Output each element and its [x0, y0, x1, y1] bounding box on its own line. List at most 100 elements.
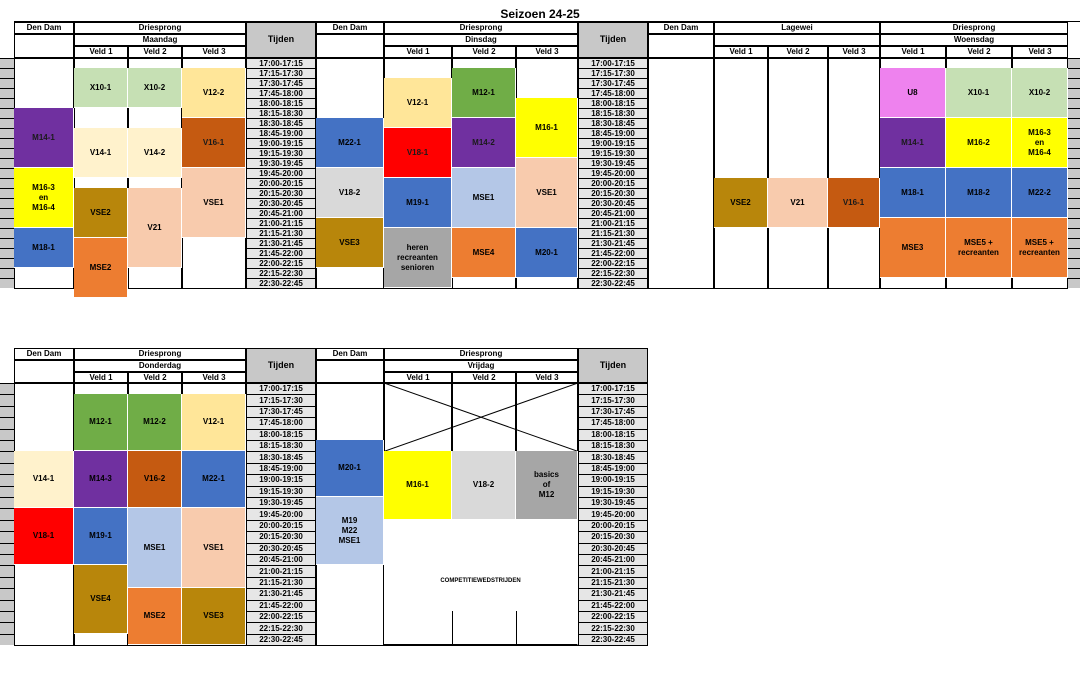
header-veld1: Veld 1	[74, 372, 128, 383]
training-block: M22-1	[182, 451, 246, 509]
training-block: M18-1	[880, 168, 946, 218]
training-block: V16-1	[182, 118, 246, 168]
time-slot: 22:30-22:45	[246, 633, 316, 647]
empty-column	[768, 58, 828, 289]
header-tijden: Tijden	[578, 22, 648, 58]
training-block: V16-1	[828, 178, 880, 228]
training-block: X10-2	[128, 68, 182, 108]
edge-row	[0, 554, 14, 566]
edge-row	[0, 485, 14, 497]
header-den-dam: Den Dam	[316, 22, 384, 34]
training-block: MSE4	[452, 228, 516, 278]
edge-row	[0, 383, 14, 395]
training-block: V21	[768, 178, 828, 228]
header-day-vrijdag: Vrijdag	[384, 360, 578, 372]
empty-column	[648, 58, 714, 289]
header-blank	[316, 34, 384, 58]
training-block: M20-1	[516, 228, 578, 278]
header-veld2: Veld 2	[128, 46, 182, 58]
header-veld3: Veld 3	[182, 46, 246, 58]
header-veld2: Veld 2	[768, 46, 828, 58]
header-lagewei: Lagewei	[714, 22, 880, 34]
grid-line	[14, 21, 1080, 22]
grid-line	[452, 611, 453, 646]
edge-row	[1068, 148, 1080, 158]
training-block: VSE2	[714, 178, 768, 228]
edge-row	[0, 168, 14, 178]
header-day-maandag: Maandag	[74, 34, 246, 46]
header-veld3: Veld 3	[182, 372, 246, 383]
training-block: M14-2	[452, 118, 516, 168]
edge-row	[1068, 218, 1080, 228]
edge-row	[0, 440, 14, 452]
edge-row	[0, 248, 14, 258]
header-driesprong: Driesprong	[74, 348, 246, 360]
header-veld1: Veld 1	[384, 372, 452, 383]
edge-row	[1068, 228, 1080, 238]
header-den-dam: Den Dam	[648, 22, 714, 34]
training-block: MSE3	[880, 218, 946, 278]
edge-row	[0, 611, 14, 623]
header-blank	[14, 34, 74, 58]
edge-row	[0, 258, 14, 268]
header-driesprong: Driesprong	[74, 22, 246, 34]
header-veld3: Veld 3	[1012, 46, 1068, 58]
training-block: M18-2	[946, 168, 1012, 218]
header-driesprong: Driesprong	[384, 22, 578, 34]
header-veld3: Veld 3	[516, 372, 578, 383]
edge-row	[0, 88, 14, 98]
edge-row	[1068, 138, 1080, 148]
header-blank	[714, 34, 880, 46]
edge-row	[0, 622, 14, 634]
training-block: X10-1	[74, 68, 128, 108]
training-block: U8	[880, 68, 946, 118]
training-block: M22-2	[1012, 168, 1068, 218]
page-title: Seizoen 24-25	[500, 7, 580, 21]
edge-row	[0, 128, 14, 138]
header-veld3: Veld 3	[828, 46, 880, 58]
training-block: M16-3 en M16-4	[1012, 118, 1068, 168]
header-blank	[648, 34, 714, 58]
edge-row	[1068, 98, 1080, 108]
edge-row	[1068, 278, 1080, 288]
training-block: M18-1	[14, 228, 74, 268]
edge-row	[0, 417, 14, 429]
edge-row	[0, 497, 14, 509]
edge-row	[1068, 188, 1080, 198]
training-block: M16-1	[384, 451, 452, 520]
header-veld2: Veld 2	[946, 46, 1012, 58]
header-blank	[316, 360, 384, 383]
header-day-woensdag: Woensdag	[880, 34, 1068, 46]
training-block: V14-1	[14, 451, 74, 509]
training-block: V21	[128, 188, 182, 268]
edge-row	[0, 394, 14, 406]
edge-row	[0, 68, 14, 78]
header-veld2: Veld 2	[128, 372, 182, 383]
edge-row	[1068, 158, 1080, 168]
edge-row	[1068, 128, 1080, 138]
training-block: X10-2	[1012, 68, 1068, 118]
edge-row	[1068, 208, 1080, 218]
training-block: MSE5 + recreanten	[946, 218, 1012, 278]
edge-row	[1068, 68, 1080, 78]
header-day-dinsdag: Dinsdag	[384, 34, 578, 46]
training-block: M12-2	[128, 394, 182, 452]
edge-row	[0, 278, 14, 288]
training-block: VSE1	[182, 168, 246, 238]
edge-row	[1068, 108, 1080, 118]
training-block: V18-2	[452, 451, 516, 520]
training-block: V14-2	[128, 128, 182, 178]
edge-row	[0, 451, 14, 463]
header-tijden: Tijden	[246, 22, 316, 58]
edge-row	[1068, 178, 1080, 188]
training-block: M19-1	[74, 508, 128, 566]
edge-row	[0, 78, 14, 88]
training-block: VSE3	[182, 588, 246, 646]
edge-row	[0, 268, 14, 278]
header-driesprong: Driesprong	[880, 22, 1068, 34]
edge-row	[1068, 268, 1080, 278]
edge-row	[0, 208, 14, 218]
header-veld2: Veld 2	[452, 46, 516, 58]
time-slot: 22:30-22:45	[578, 633, 648, 647]
training-block: M12-1	[74, 394, 128, 452]
